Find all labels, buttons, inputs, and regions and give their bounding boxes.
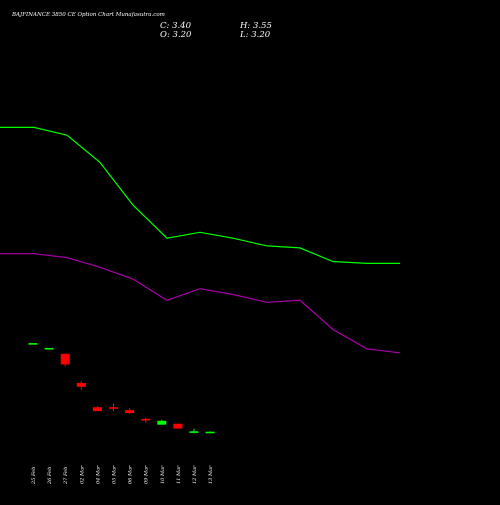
candle-26-feb [44, 347, 54, 350]
x-tick-label: 04 Mar [95, 465, 101, 484]
candle-body [157, 420, 167, 425]
candle-body [173, 423, 183, 429]
indicator-line-2 [0, 253, 401, 354]
candle-body [109, 407, 118, 409]
candles [28, 343, 215, 434]
low-value: L: 3.20 [239, 30, 271, 40]
candle-body [76, 382, 86, 387]
x-tick-label: 02 Mar [79, 465, 85, 484]
x-tick-label: 06 Mar [128, 465, 134, 484]
chart-title: BAJFINANCE 3850 CE Option Chart Munafasu… [11, 12, 165, 18]
candle-10-mar [157, 419, 167, 425]
candle-body [28, 343, 38, 345]
candle-02-mar [76, 380, 86, 390]
x-tick-label: 09 Mar [144, 465, 150, 484]
indicator-lines [0, 126, 401, 354]
candle-06-mar [125, 408, 135, 414]
candle-04-mar [92, 406, 102, 412]
candle-09-mar [141, 417, 151, 423]
candle-11-mar [173, 423, 183, 429]
candle-13-mar [205, 431, 215, 434]
x-tick-label: 25 Feb [31, 467, 37, 485]
candle-body [44, 347, 54, 350]
x-axis-labels: 25 Feb 26 Feb 27 Feb 02 Mar 04 Mar 05 Mar 06 M… [31, 465, 214, 485]
high-value: H: 3.55 [239, 21, 272, 31]
candle-27-feb [60, 353, 70, 367]
candle-05-mar [109, 403, 118, 412]
candle-body [205, 431, 215, 434]
x-tick-label: 26 Feb [47, 467, 53, 485]
x-tick-label: 13 Mar [208, 465, 214, 484]
candle-body [60, 353, 70, 365]
x-tick-label: 12 Mar [192, 465, 198, 484]
candle-12-mar [189, 428, 199, 434]
candle-body [92, 407, 102, 412]
x-tick-label: 11 Mar [176, 465, 182, 484]
close-value: C: 3.40 [160, 21, 192, 31]
candle-body [125, 410, 135, 414]
open-value: O: 3.20 [160, 30, 192, 40]
indicator-line-1 [0, 126, 400, 264]
x-tick-label: 10 Mar [160, 465, 166, 484]
candle-body [189, 431, 199, 433]
candle-body [141, 418, 151, 421]
x-tick-label: 05 Mar [112, 465, 118, 484]
x-tick-label: 27 Feb [63, 467, 69, 485]
candle-25-feb [28, 343, 38, 345]
